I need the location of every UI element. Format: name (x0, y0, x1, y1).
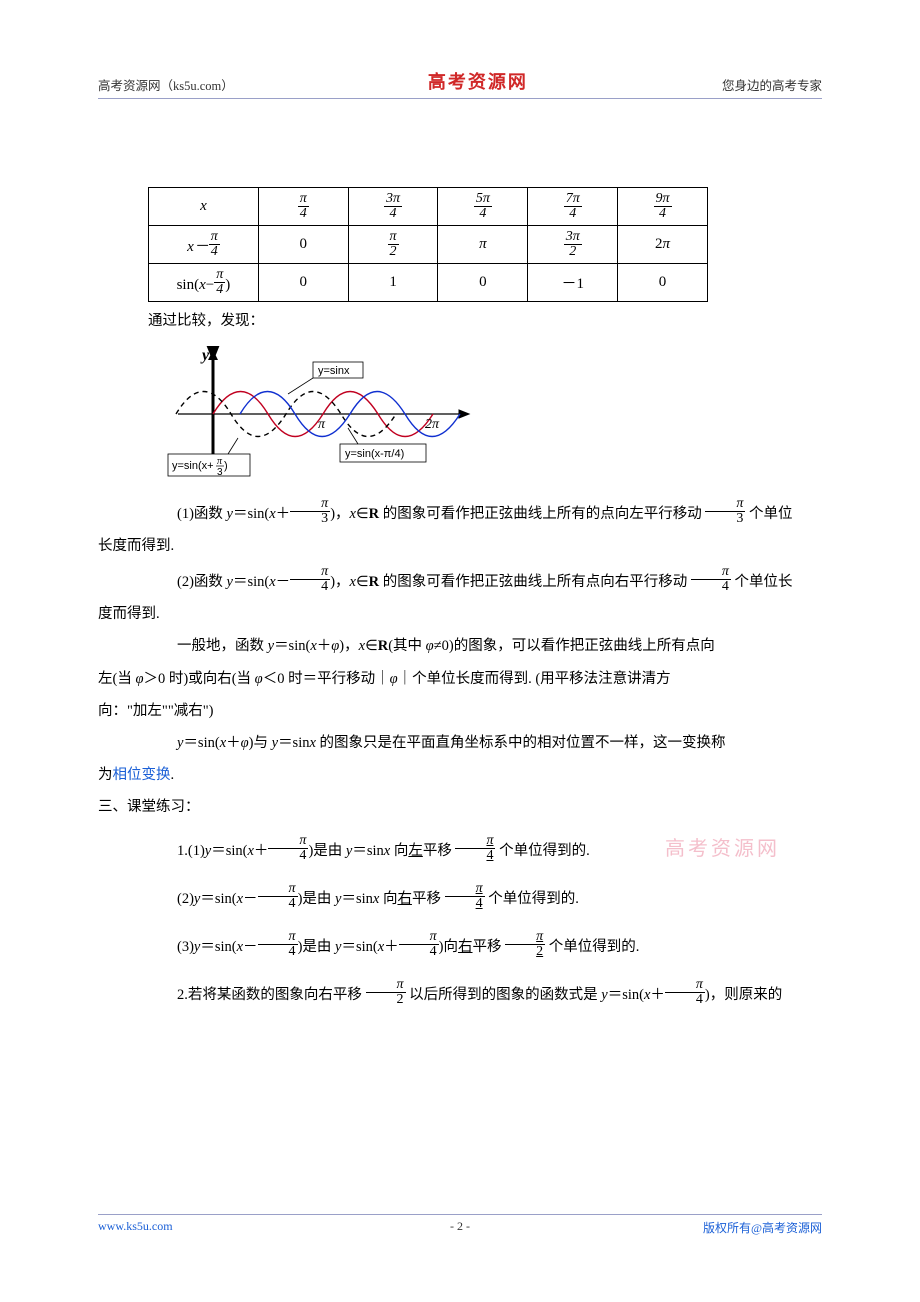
text-compare: 通过比较，发现： (148, 308, 822, 334)
exercise-1-3: (3)y＝sin(x－π4)是由 y＝sin(x＋π4)向右平移 π2 个单位得… (148, 930, 822, 960)
table-cell: 0 (258, 264, 348, 302)
table-row: x－π40π2π3π22π (149, 226, 708, 264)
p3: 一般地，函数 y＝sin(x＋φ)，x∈R(其中 φ≠0)的图象，可以看作把正弦… (148, 633, 822, 659)
table-cell: x－π4 (149, 226, 259, 264)
table-cell: 0 (618, 264, 708, 302)
header-right: 您身边的高考专家 (722, 75, 822, 94)
table-cell: －1 (528, 264, 618, 302)
footer-right: 版权所有@高考资源网 (703, 1219, 822, 1236)
label-sinx: y=sinx (288, 362, 363, 394)
svg-text:3: 3 (217, 467, 223, 478)
p5: 向："加左""减右") (98, 698, 822, 724)
header-center: 高考资源网 (428, 68, 528, 94)
svg-text:2π: 2π (425, 417, 440, 432)
table-row: xπ43π45π47π49π4 (149, 188, 708, 226)
p2: (2)函数 y＝sin(x－π4)，x∈R 的图象可看作把正弦曲线上所有点向右平… (148, 565, 822, 595)
p1b: 长度而得到. (98, 533, 822, 559)
sine-graph: y π 2π y=sinx y=sin(x+ π 3 ) y=sin(x-π/4… (158, 346, 488, 481)
p6: y＝sin(x＋φ)与 y＝sinx 的图象只是在平面直角坐标系中的相对位置不一… (148, 730, 822, 756)
svg-text:π: π (318, 417, 326, 432)
table-cell: π4 (258, 188, 348, 226)
label-sin-plus: y=sin(x+ π 3 ) (168, 438, 250, 478)
table-cell: π (438, 226, 528, 264)
exercise-1-2: (2)y＝sin(x－π4)是由 y＝sinx 向右平移 π4 个单位得到的. (148, 882, 822, 912)
svg-text:): ) (224, 460, 228, 472)
table-cell: 7π4 (528, 188, 618, 226)
footer-page-number: - 2 - (450, 1219, 470, 1234)
table-cell: 0 (438, 264, 528, 302)
table-cell: x (149, 188, 259, 226)
table-cell: 5π4 (438, 188, 528, 226)
p4: 左(当 φ＞0 时)或向右(当 φ＜0 时＝平行移动｜φ｜个单位长度而得到. (… (98, 666, 822, 692)
svg-text:y=sin(x-π/4): y=sin(x-π/4) (345, 448, 404, 460)
section-3-title: 三、课堂练习： (98, 794, 822, 820)
table-cell: 9π4 (618, 188, 708, 226)
table-body: xπ43π45π47π49π4x－π40π2π3π22πsin(x−π4)010… (149, 188, 708, 302)
svg-text:y=sin(x+: y=sin(x+ (172, 460, 214, 472)
exercise-2: 2.若将某函数的图象向右平移 π2 以后所得到的图象的函数式是 y＝sin(x＋… (148, 978, 822, 1008)
values-table: xπ43π45π47π49π4x－π40π2π3π22πsin(x−π4)010… (148, 187, 708, 302)
table-cell: π2 (348, 226, 438, 264)
page-header: 高考资源网（ks5u.com） 高考资源网 您身边的高考专家 (98, 68, 822, 99)
p7: 为相位变换. (98, 762, 822, 788)
page: 高考资源网（ks5u.com） 高考资源网 您身边的高考专家 xπ43π45π4… (0, 0, 920, 1302)
table-cell: 1 (348, 264, 438, 302)
table-cell: sin(x−π4) (149, 264, 259, 302)
exercise-1-1: 1.(1)y＝sin(x＋π4)是由 y＝sinx 向左平移 π4 个单位得到的… (148, 834, 822, 864)
svg-text:y=sinx: y=sinx (318, 365, 350, 377)
table-cell: 3π4 (348, 188, 438, 226)
label-sin-minus: y=sin(x-π/4) (340, 428, 426, 462)
p2b: 度而得到. (98, 601, 822, 627)
p1: (1)函数 y＝sin(x＋π3)，x∈R 的图象可看作把正弦曲线上所有的点向左… (148, 497, 822, 527)
svg-text:y: y (200, 347, 210, 364)
page-footer: www.ks5u.com - 2 - 版权所有@高考资源网 (98, 1214, 822, 1236)
table-row: sin(x−π4)010－10 (149, 264, 708, 302)
footer-left: www.ks5u.com (98, 1219, 173, 1236)
table-cell: 0 (258, 226, 348, 264)
table-cell: 3π2 (528, 226, 618, 264)
header-left: 高考资源网（ks5u.com） (98, 75, 234, 94)
table-cell: 2π (618, 226, 708, 264)
